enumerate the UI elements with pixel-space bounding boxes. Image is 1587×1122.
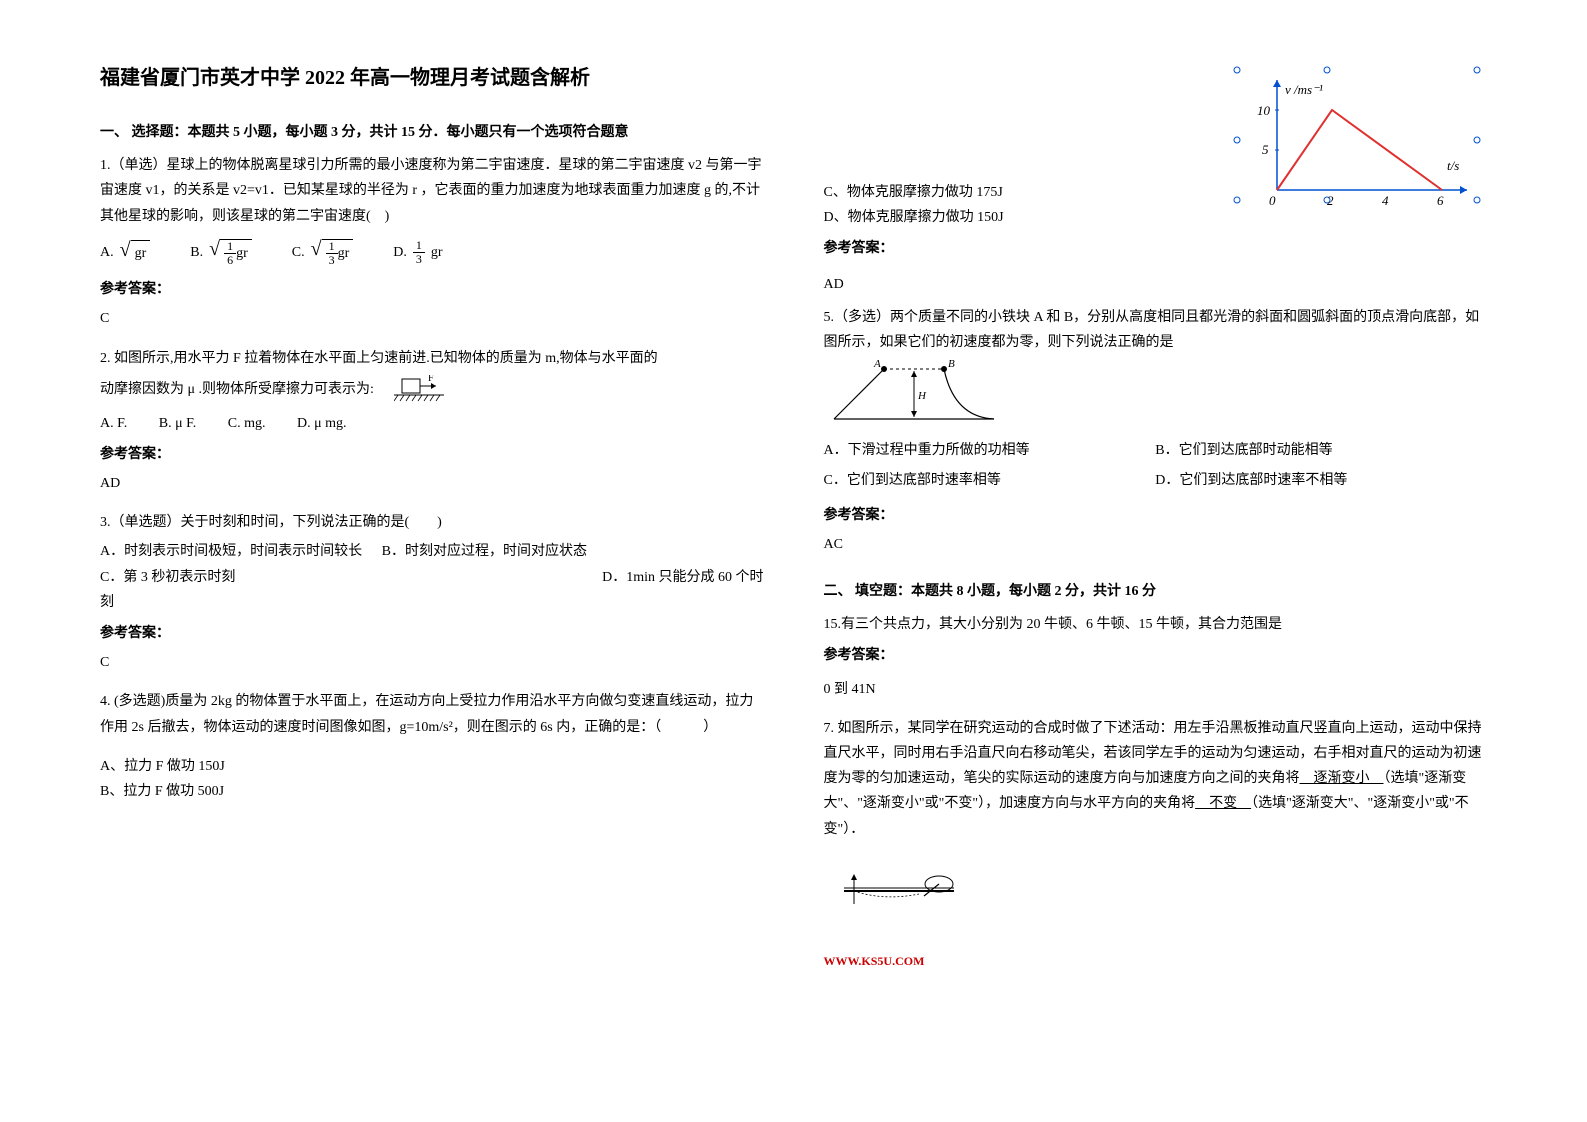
q1-optC-label: C.: [292, 240, 305, 265]
q5-optC: C．它们到达底部时速率相等: [824, 468, 1156, 493]
q5-answer-label: 参考答案：: [824, 503, 1488, 528]
q2-optC: C. mg.: [228, 411, 266, 436]
q7-blank1: 逐渐变小: [1300, 771, 1384, 786]
q3-opts-line1: A．时刻表示时间极短，时间表示时间较长 B．时刻对应过程，时间对应状态: [100, 539, 764, 564]
q2-optD: D. μ mg.: [297, 411, 347, 436]
question-1: 1.（单选）星球上的物体脱离星球引力所需的最小速度称为第二宇宙速度．星球的第二宇…: [100, 153, 764, 339]
q1-option-b: B. √ 1 6 gr: [190, 239, 252, 267]
q5-optD: D．它们到达底部时速率不相等: [1155, 468, 1487, 493]
section1-header: 一、 选择题：本题共 5 小题，每小题 3 分，共计 15 分．每小题只有一个选…: [100, 120, 764, 145]
q1-optD-den: 3: [413, 253, 425, 266]
q2-diagram-icon: F: [394, 375, 454, 405]
sqrt-icon: √ 1 6 gr: [209, 239, 252, 267]
q1-optC-tail: gr: [338, 246, 350, 261]
footer-link: WWW.KS5U.COM: [824, 951, 1488, 973]
q1-answer-label: 参考答案：: [100, 277, 764, 302]
svg-text:0: 0: [1269, 193, 1276, 208]
q2-answer-label: 参考答案：: [100, 442, 764, 467]
q1-optC-den: 3: [326, 254, 338, 267]
question-7: 7. 如图所示，某同学在研究运动的合成时做了下述活动：用左手沿黑板推动直尺竖直向…: [824, 716, 1488, 925]
q1-optA-label: A.: [100, 240, 114, 265]
q4-velocity-chart: v /ms⁻¹ 10 5 0 2 4 6 t/s: [1207, 60, 1487, 210]
q4-text: 4. (多选题)质量为 2kg 的物体置于水平面上，在运动方向上受拉力作用沿水平…: [100, 689, 764, 739]
q1-option-d: D. 1 3 gr: [393, 239, 442, 266]
svg-text:2: 2: [1327, 193, 1334, 208]
q5-diagram-icon: A B H: [824, 359, 1004, 429]
q1-optB-label: B.: [190, 240, 203, 265]
q15-answer: 0 到 41N: [824, 677, 1488, 702]
q1-optB-tail: gr: [236, 246, 248, 261]
q4-continuation: v /ms⁻¹ 10 5 0 2 4 6 t/s C、物体克服摩擦力做功 175…: [824, 60, 1488, 305]
q5-text: 5.（多选）两个质量不同的小铁块 A 和 B，分别从高度相同且都光滑的斜面和圆弧…: [824, 305, 1488, 355]
q3-optD: D．1min 只能分成 60 个时: [602, 565, 763, 590]
q15-answer-label: 参考答案：: [824, 643, 1488, 668]
q2-options: A. F. B. μ F. C. mg. D. μ mg.: [100, 411, 764, 436]
q5-answer: AC: [824, 532, 1488, 557]
q7-blank2: 不变: [1195, 796, 1251, 811]
question-3: 3.（单选题）关于时刻和时间，下列说法正确的是( ) A．时刻表示时间极短，时间…: [100, 510, 764, 683]
q3-optA: A．时刻表示时间极短，时间表示时间较长: [100, 544, 362, 559]
q4-answer: AD: [824, 272, 1488, 297]
svg-text:H: H: [917, 390, 927, 402]
q1-answer: C: [100, 306, 764, 331]
q4-optA: A、拉力 F 做功 150J: [100, 754, 764, 779]
document-title: 福建省厦门市英才中学 2022 年高一物理月考试题含解析: [100, 60, 764, 96]
question-4: 4. (多选题)质量为 2kg 的物体置于水平面上，在运动方向上受拉力作用沿水平…: [100, 689, 764, 804]
fraction-icon: 1 6: [224, 240, 236, 267]
section2-header: 二、 填空题：本题共 8 小题，每小题 2 分，共计 16 分: [824, 579, 1488, 604]
q1-option-a: A. √ gr: [100, 240, 150, 266]
q3-opts-line2: C．第 3 秒初表示时刻 D．1min 只能分成 60 个时: [100, 565, 764, 590]
svg-text:A: A: [873, 359, 881, 370]
right-column: v /ms⁻¹ 10 5 0 2 4 6 t/s C、物体克服摩擦力做功 175…: [824, 60, 1488, 1082]
q2-text-2: 动摩擦因数为 μ .则物体所受摩擦力可表示为:: [100, 377, 374, 402]
q15-text: 15.有三个共点力，其大小分别为 20 牛顿、6 牛顿、15 牛顿，其合力范围是: [824, 612, 1488, 637]
q5-options: A．下滑过程中重力所做的功相等 B．它们到达底部时动能相等 C．它们到达底部时速…: [824, 438, 1488, 496]
q1-options: A. √ gr B. √ 1 6 gr: [100, 239, 764, 267]
q5-optB: B．它们到达底部时动能相等: [1155, 438, 1487, 463]
svg-text:4: 4: [1382, 193, 1389, 208]
svg-text:10: 10: [1257, 103, 1271, 118]
q4-optB: B、拉力 F 做功 500J: [100, 779, 764, 804]
q3-optB: B．时刻对应过程，时间对应状态: [382, 544, 587, 559]
q5-optA: A．下滑过程中重力所做的功相等: [824, 438, 1156, 463]
q3-optD-cont: 刻: [100, 590, 764, 615]
fraction-icon: 1 3: [326, 240, 338, 267]
q1-optB-num: 1: [224, 240, 236, 254]
q1-optB-den: 6: [224, 254, 236, 267]
fraction-icon: 1 3: [413, 239, 425, 266]
q2-optB: B. μ F.: [159, 411, 197, 436]
svg-text:v /ms⁻¹: v /ms⁻¹: [1285, 82, 1323, 97]
q3-text: 3.（单选题）关于时刻和时间，下列说法正确的是( ): [100, 510, 764, 535]
svg-text:F: F: [428, 375, 434, 384]
q4-answer-label: 参考答案：: [824, 236, 1488, 261]
q1-optD-tail: gr: [431, 240, 443, 265]
question-15: 15.有三个共点力，其大小分别为 20 牛顿、6 牛顿、15 牛顿，其合力范围是…: [824, 612, 1488, 710]
svg-text:6: 6: [1437, 193, 1444, 208]
q7-diagram-icon: [824, 856, 974, 916]
q1-optA-body: gr: [131, 240, 151, 266]
svg-text:t/s: t/s: [1447, 158, 1459, 173]
question-5: 5.（多选）两个质量不同的小铁块 A 和 B，分别从高度相同且都光滑的斜面和圆弧…: [824, 305, 1488, 565]
q1-text: 1.（单选）星球上的物体脱离星球引力所需的最小速度称为第二宇宙速度．星球的第二宇…: [100, 153, 764, 229]
sqrt-icon: √ gr: [120, 240, 151, 266]
q3-answer: C: [100, 650, 764, 675]
q3-answer-label: 参考答案：: [100, 621, 764, 646]
q1-optD-num: 1: [413, 239, 425, 253]
question-2: 2. 如图所示,用水平力 F 拉着物体在水平面上匀速前进.已知物体的质量为 m,…: [100, 346, 764, 505]
svg-text:B: B: [948, 359, 955, 370]
q1-option-c: C. √ 1 3 gr: [292, 239, 354, 267]
q2-answer: AD: [100, 471, 764, 496]
svg-text:5: 5: [1262, 142, 1269, 157]
q3-optC: C．第 3 秒初表示时刻: [100, 565, 235, 590]
q1-optD-label: D.: [393, 240, 407, 265]
q7-text: 7. 如图所示，某同学在研究运动的合成时做了下述活动：用左手沿黑板推动直尺竖直向…: [824, 716, 1488, 842]
sqrt-icon: √ 1 3 gr: [311, 239, 354, 267]
q2-text-1: 2. 如图所示,用水平力 F 拉着物体在水平面上匀速前进.已知物体的质量为 m,…: [100, 346, 764, 371]
q2-optA: A. F.: [100, 411, 127, 436]
q1-optC-num: 1: [326, 240, 338, 254]
left-column: 福建省厦门市英才中学 2022 年高一物理月考试题含解析 一、 选择题：本题共 …: [100, 60, 764, 1082]
